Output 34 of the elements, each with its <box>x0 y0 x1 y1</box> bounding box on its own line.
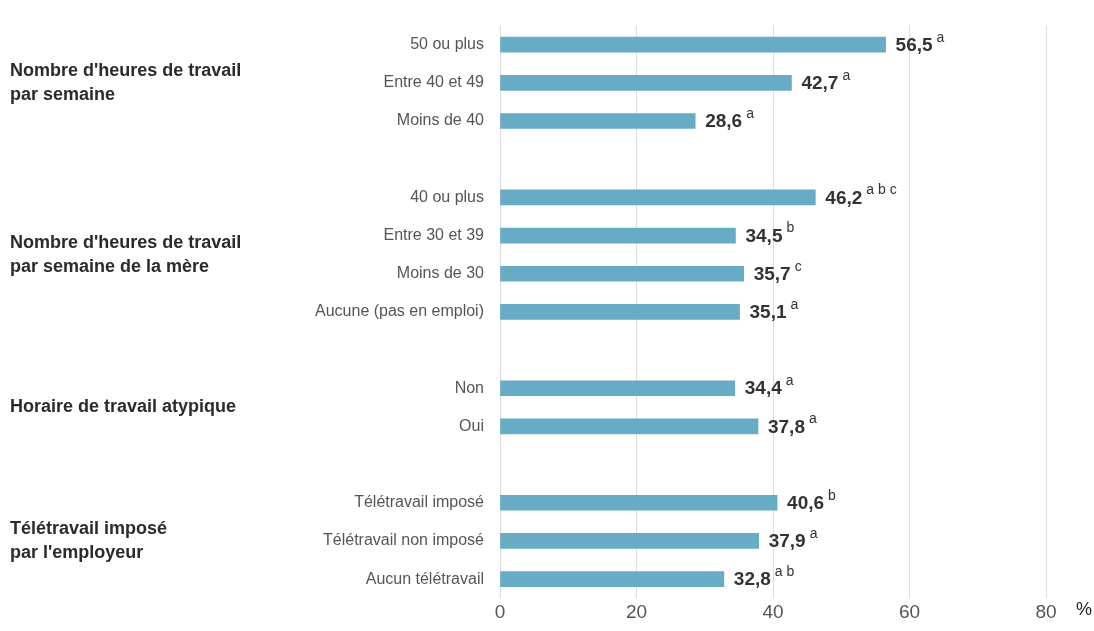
bar <box>500 380 736 397</box>
x-tick-label: 40 <box>762 600 784 622</box>
x-axis-title: % <box>1076 598 1093 619</box>
bar <box>500 189 816 206</box>
bar <box>500 265 744 282</box>
bar <box>500 227 736 244</box>
y-tick-label: Télétravail non imposé <box>323 531 485 549</box>
bar <box>500 533 759 549</box>
y-tick-label: 50 ou plus <box>410 35 484 53</box>
text: Télétravail imposé par l'employeur <box>10 517 168 562</box>
bar <box>500 36 886 53</box>
bar <box>500 418 759 435</box>
y-tick-label: Entre 40 et 49 <box>383 73 485 91</box>
text: Nombre d'heures de travail par semaine de la mère <box>10 231 242 276</box>
bar <box>500 75 792 91</box>
x-tick-label: 20 <box>625 600 648 622</box>
y-tick-label: Télétravail imposé <box>354 493 485 511</box>
y-tick-label: Moins de 40 <box>396 111 485 129</box>
x-tick-label: 60 <box>898 600 921 622</box>
text: Nombre d'heures de travail par semaine <box>10 59 242 104</box>
bar <box>500 304 740 320</box>
y-tick-label: Aucune (pas en emploi) <box>315 302 484 320</box>
y-tick-label: Moins de 30 <box>396 264 485 282</box>
y-tick-label: Oui <box>459 416 484 434</box>
y-tick-label: Entre 30 et 39 <box>383 225 485 243</box>
y-tick-label: Non <box>454 378 484 396</box>
x-tick-label: 0 <box>494 600 506 622</box>
bar <box>500 494 778 511</box>
y-tick-label: Aucun télétravail <box>365 569 484 587</box>
x-tick-label: 80 <box>1035 600 1057 622</box>
y-tick-label: 40 ou plus <box>410 187 484 205</box>
bar <box>500 113 696 129</box>
text: Horaire de travail atypique <box>10 396 237 417</box>
bar <box>500 571 725 587</box>
